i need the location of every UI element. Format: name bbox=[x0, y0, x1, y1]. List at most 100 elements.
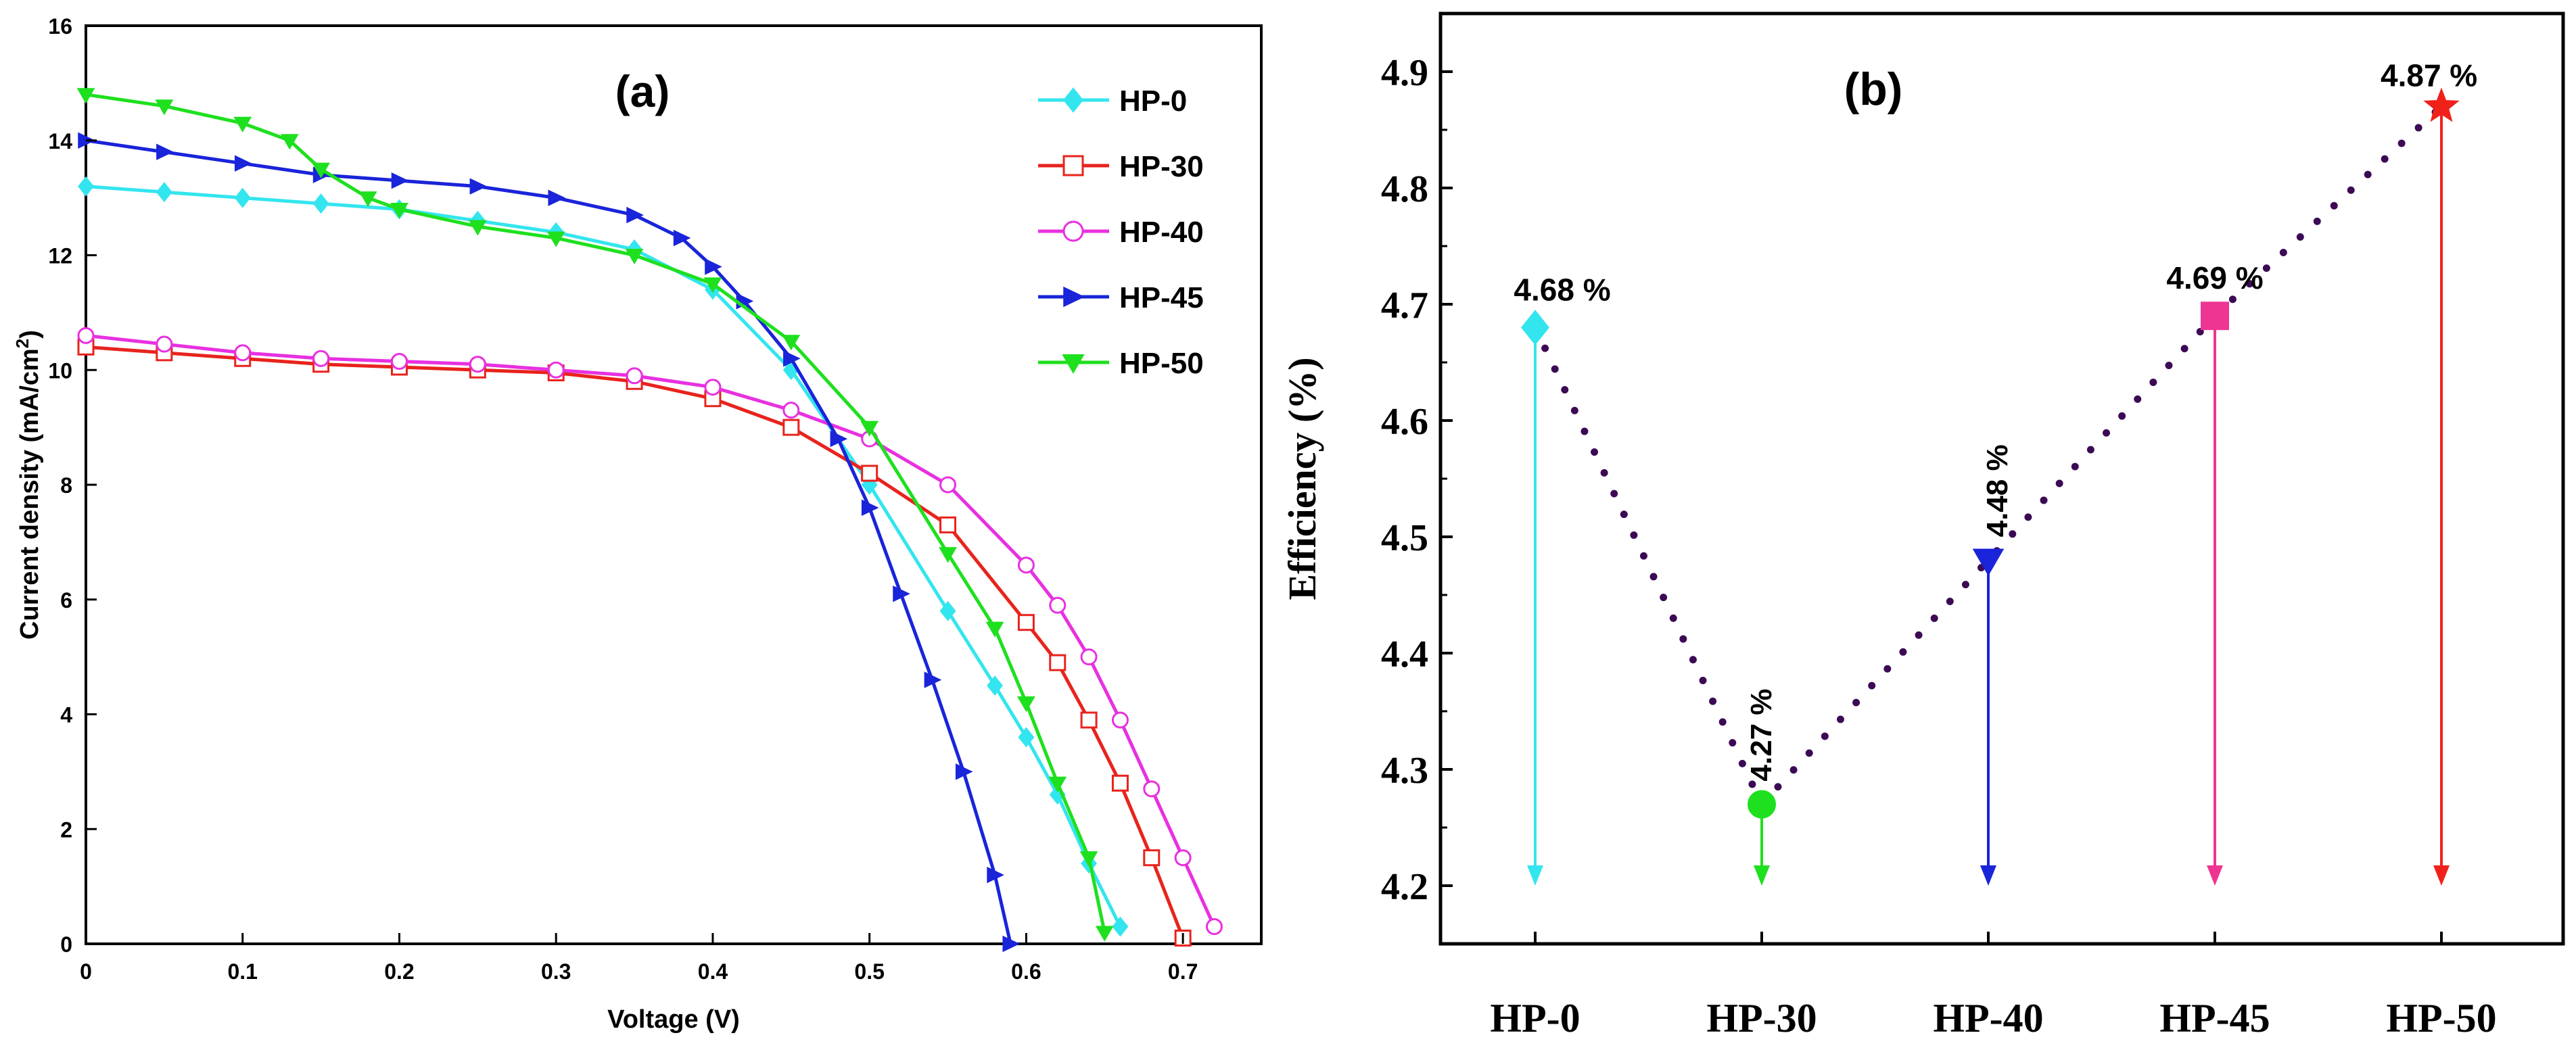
panel-a-legend-marker-hp-40 bbox=[1062, 220, 1084, 242]
panel-b-value-label-hp-30: 4.27 % bbox=[1745, 689, 1778, 782]
panel-b-y-tick-label: 4.3 bbox=[1381, 750, 1428, 792]
panel-a-y-axis-label-superscript: 2 bbox=[12, 339, 32, 348]
panel-a-point-hp-45 bbox=[705, 258, 722, 275]
panel-a-point-hp-40 bbox=[312, 350, 330, 367]
panel-a-y-tick-label: 2 bbox=[60, 817, 72, 842]
panel-a-legend-marker-hp-30 bbox=[1062, 155, 1084, 176]
panel-a-point-hp-45 bbox=[955, 763, 973, 780]
panel-a-point-hp-40 bbox=[939, 476, 957, 494]
panel-a-series-hp-40 bbox=[77, 327, 1223, 936]
panel-a-point-hp-30 bbox=[1049, 654, 1067, 671]
panel-a-legend-label-hp-50: HP-50 bbox=[1119, 347, 1204, 380]
panel-a-y-tick-label: 14 bbox=[48, 129, 72, 153]
panel-a-point-hp-30 bbox=[939, 516, 957, 533]
panel-a-y-axis-label-text: Current density (mA/cm bbox=[16, 348, 44, 640]
panel-b-stem-arrow-hp-50 bbox=[2433, 865, 2450, 886]
panel-a-x-tick-label: 0 bbox=[80, 959, 92, 984]
panel-b-marker-hp-30 bbox=[1748, 790, 1776, 819]
panel-a-x-axis-label: Voltage (V) bbox=[607, 1005, 740, 1034]
panel-b-x-tick-label: HP-40 bbox=[1933, 996, 2043, 1041]
panel-b-value-label-hp-0: 4.68 % bbox=[1514, 272, 1610, 307]
panel-b-value-label-hp-45: 4.69 % bbox=[2166, 260, 2263, 295]
panel-a-point-hp-40 bbox=[1174, 849, 1192, 867]
panel-a-point-hp-50 bbox=[546, 231, 565, 247]
panel-a-point-hp-0 bbox=[156, 182, 172, 203]
panel-a-y-tick-label: 4 bbox=[60, 703, 72, 727]
panel-b-value-label-hp-50: 4.87 % bbox=[2381, 58, 2477, 93]
panel-a-x-tick-label: 0.6 bbox=[1011, 959, 1041, 984]
panel-a-label: (a) bbox=[615, 66, 670, 116]
panel-a-y-tick-label: 0 bbox=[60, 932, 72, 957]
panel-a-point-hp-30 bbox=[861, 464, 879, 482]
panel-a-point-hp-40 bbox=[704, 379, 722, 396]
panel-a-legend-label-hp-30: HP-30 bbox=[1119, 150, 1204, 183]
panel-a-plot-frame bbox=[85, 24, 1263, 945]
panel-a-point-hp-0 bbox=[987, 675, 1004, 696]
panel-a-y-axis-label: Current density (mA/cm2) bbox=[12, 330, 44, 640]
panel-b-y-tick-label: 4.8 bbox=[1381, 168, 1428, 210]
panel-a-point-hp-40 bbox=[1017, 556, 1035, 574]
panel-a-point-hp-50 bbox=[390, 203, 408, 219]
panel-a-line-hp-30 bbox=[85, 345, 1185, 939]
panel-b-stem-arrow-hp-0 bbox=[1527, 865, 1543, 886]
panel-a-y-tick-label: 10 bbox=[48, 358, 72, 383]
panel-a-point-hp-0 bbox=[78, 176, 94, 197]
panel-a-legend-label-hp-45: HP-45 bbox=[1119, 281, 1204, 314]
panel-a-point-hp-0 bbox=[1018, 727, 1035, 748]
panel-a-y-tick-label: 6 bbox=[60, 588, 72, 613]
panel-a-point-hp-50 bbox=[358, 191, 377, 208]
panel-a-y-tick-label: 8 bbox=[60, 473, 72, 498]
panel-a-jv-chart: 0 0.1 0.2 0.3 0.4 0.5 0.6 0.7 0 2 4 6 8 10 12 14 16 HP-0… bbox=[12, 14, 1263, 1034]
panel-a-legend-label-hp-0: HP-0 bbox=[1119, 85, 1187, 118]
panel-a-point-hp-50 bbox=[939, 547, 957, 563]
panel-a-point-hp-40 bbox=[156, 335, 173, 353]
panel-a-point-hp-50 bbox=[625, 248, 644, 265]
panel-a-legend-marker-hp-50 bbox=[1062, 354, 1085, 374]
panel-a-x-tick-label: 0.7 bbox=[1168, 959, 1198, 984]
panel-a-point-hp-0 bbox=[234, 187, 251, 208]
panel-a-legend-marker-hp-45 bbox=[1063, 286, 1085, 308]
panel-a-point-hp-40 bbox=[626, 367, 643, 385]
panel-a-point-hp-40 bbox=[469, 356, 486, 373]
panel-a-x-tick-label: 0.5 bbox=[854, 959, 884, 984]
panel-a-point-hp-45 bbox=[830, 430, 848, 448]
panel-b-stem-arrow-hp-30 bbox=[1754, 865, 1770, 886]
panel-b-marker-hp-40 bbox=[1972, 548, 2005, 576]
panel-a-point-hp-45 bbox=[924, 671, 942, 688]
panel-a-point-hp-40 bbox=[1049, 596, 1067, 614]
panel-a-point-hp-50 bbox=[233, 116, 252, 133]
panel-a-point-hp-45 bbox=[548, 189, 566, 206]
panel-b-stem-arrow-hp-40 bbox=[1980, 865, 1996, 886]
panel-a-point-hp-40 bbox=[77, 327, 95, 344]
panel-a-point-hp-30 bbox=[782, 419, 800, 436]
panel-a-point-hp-45 bbox=[391, 172, 409, 189]
panel-a-point-hp-30 bbox=[1143, 849, 1161, 867]
panel-a-point-hp-50 bbox=[1079, 851, 1098, 867]
panel-a-point-hp-40 bbox=[782, 402, 800, 419]
panel-a-legend-label-hp-40: HP-40 bbox=[1119, 216, 1204, 249]
panel-a-point-hp-30 bbox=[1080, 711, 1098, 729]
panel-b-y-tick-label: 4.4 bbox=[1381, 633, 1428, 675]
panel-a-x-tick-label: 0.4 bbox=[698, 959, 728, 984]
panel-b-y-tick-label: 4.5 bbox=[1381, 517, 1428, 559]
panel-a-point-hp-50 bbox=[703, 277, 722, 293]
panel-a-point-hp-50 bbox=[985, 621, 1004, 638]
panel-a-point-hp-40 bbox=[1205, 918, 1223, 936]
panel-a-point-hp-50 bbox=[468, 220, 487, 236]
panel-a-point-hp-30 bbox=[1111, 774, 1129, 792]
panel-a-point-hp-50 bbox=[1048, 776, 1067, 792]
panel-b-y-tick-label: 4.9 bbox=[1381, 52, 1428, 94]
panel-b-efficiency-chart: 4.2 4.3 4.4 4.5 4.6 4.7 4.8 4.9 HP-0 HP-30 HP-40 HP… bbox=[1280, 11, 2565, 1041]
panel-a-point-hp-40 bbox=[234, 344, 252, 362]
panel-a-point-hp-45 bbox=[1002, 935, 1021, 953]
panel-b-x-tick-label: HP-0 bbox=[1490, 996, 1580, 1041]
panel-b-value-label-hp-40: 4.48 % bbox=[1981, 444, 2014, 537]
panel-b-marker-hp-50 bbox=[2423, 87, 2460, 122]
panel-a-point-hp-40 bbox=[547, 361, 565, 379]
panel-a-point-hp-45 bbox=[234, 155, 252, 172]
panel-a-series-hp-50 bbox=[76, 88, 1114, 942]
panel-a-point-hp-40 bbox=[1111, 711, 1129, 729]
panel-a-point-hp-45 bbox=[783, 350, 801, 367]
panel-a-point-hp-45 bbox=[469, 178, 488, 195]
panel-a-y-tick-label: 16 bbox=[48, 14, 72, 39]
